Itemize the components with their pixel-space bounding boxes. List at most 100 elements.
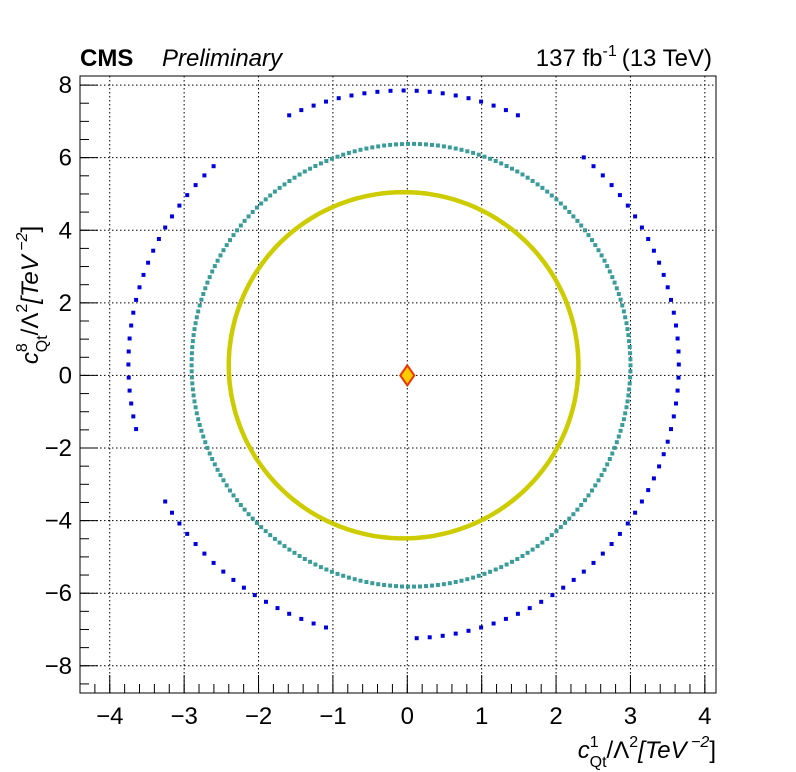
contour-point [465, 149, 470, 154]
contour-point [376, 582, 381, 587]
contour-point [197, 423, 202, 427]
contour-point [610, 451, 615, 456]
y-tick-label: −4 [45, 508, 72, 535]
contour-point [651, 476, 656, 481]
contour-point [657, 464, 662, 469]
contour-point [545, 189, 550, 194]
contour-point [193, 183, 198, 188]
contour-point [221, 569, 226, 574]
contour-point [671, 414, 676, 419]
contour-point [299, 616, 304, 621]
contour-point [297, 172, 302, 177]
contour-point [527, 606, 532, 611]
best-fit-marker [399, 363, 416, 388]
contour-point [612, 445, 617, 450]
contour-point [530, 547, 535, 552]
contour-point [625, 327, 630, 332]
contour-point [665, 285, 670, 290]
contour-point [563, 205, 568, 210]
contour-point [191, 333, 196, 338]
contour-point [129, 401, 134, 406]
contour-point [567, 516, 572, 521]
contour-point [590, 488, 594, 493]
x-tick-label: 4 [698, 703, 711, 730]
contour-point [633, 510, 638, 515]
contour-point [382, 583, 387, 587]
contour-point [549, 193, 554, 198]
contour-point [346, 150, 351, 155]
contour-point [510, 559, 514, 564]
lumi-value: 137 fb [536, 45, 603, 72]
contour-point [661, 272, 666, 277]
contour-point [571, 512, 576, 517]
contour-point [313, 164, 318, 168]
contour-point [212, 264, 217, 269]
contour-point [259, 201, 264, 206]
contour-point [352, 149, 357, 154]
experiment-label: CMS [80, 45, 133, 72]
contour-point [177, 203, 182, 208]
contour-point [202, 173, 207, 178]
contour-point [549, 533, 554, 538]
contour-point [621, 309, 626, 314]
contour-point [189, 357, 194, 362]
series-layer [126, 88, 681, 641]
contour-point [263, 529, 268, 534]
x-label-symbol: c [578, 737, 590, 764]
contour-point [400, 584, 404, 589]
contour-point [231, 577, 236, 582]
contour-point [308, 166, 313, 171]
contour-point [453, 93, 458, 98]
contour-point [126, 362, 131, 367]
contour-point [515, 557, 520, 561]
contour-point [583, 228, 587, 233]
contour-point [324, 567, 329, 572]
frame [79, 75, 717, 694]
contour-point [607, 457, 612, 461]
contour-point [277, 185, 282, 190]
contour-point [471, 575, 476, 580]
contour-point [540, 185, 545, 190]
contour-point [624, 405, 629, 410]
contour-point [224, 483, 229, 488]
contour-point [605, 462, 610, 467]
contour-point [272, 536, 277, 541]
contour-point [627, 339, 632, 344]
contour-point [156, 237, 161, 241]
contour-series-1 [126, 88, 681, 641]
y-tick-label: 6 [59, 145, 72, 172]
contour-point [453, 146, 458, 151]
axis-ticks [79, 84, 706, 693]
contour-point [575, 218, 580, 223]
contour-point [579, 223, 584, 228]
contour-point [394, 584, 398, 589]
contour-point [308, 559, 313, 564]
y-label-unit: [TeV [17, 253, 44, 304]
contour-point [591, 164, 596, 169]
x-label-subscript: Qt [590, 754, 607, 771]
contour-point [189, 351, 194, 356]
contour-point [268, 533, 273, 538]
contour-point [199, 428, 204, 433]
contour-point [235, 498, 240, 503]
contour-point [491, 621, 496, 626]
contour-point [268, 193, 273, 198]
contour-point [275, 606, 280, 611]
contour-point [311, 103, 316, 108]
contour-point [190, 387, 195, 392]
contour-point [388, 583, 393, 588]
contour-point [196, 309, 201, 314]
contour-point [141, 272, 146, 277]
x-tick-label: 2 [549, 703, 562, 730]
contour-point [336, 96, 341, 101]
y-label-subscript: Qt [34, 335, 51, 352]
contour-point [231, 493, 236, 498]
contour-point [515, 169, 520, 174]
contour-point [394, 142, 398, 147]
contour-point [382, 143, 387, 148]
contour-point [447, 145, 452, 150]
lumi-label: 137 fb-1 (13 TeV) [536, 43, 712, 72]
x-tick-label: −4 [96, 703, 123, 730]
contour-point [488, 156, 493, 161]
contour-point [626, 393, 631, 398]
